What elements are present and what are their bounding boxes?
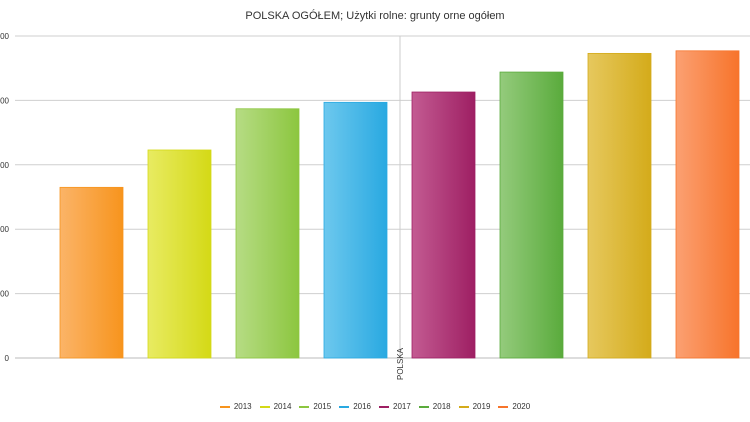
- legend-item-2013[interactable]: 2013: [219, 402, 252, 411]
- legend-label: 2017: [393, 402, 411, 411]
- legend-label: 2020: [512, 402, 531, 411]
- legend-item-2019[interactable]: 2019: [458, 402, 491, 411]
- y-tick-label: 00: [0, 32, 9, 41]
- legend-swatch: [299, 405, 310, 408]
- bar-2015[interactable]: [235, 108, 300, 359]
- legend-item-2020[interactable]: 2020: [498, 402, 530, 411]
- legend-label: 2015: [313, 402, 332, 411]
- bars: [59, 50, 740, 359]
- legend-label: 2013: [233, 402, 252, 411]
- legend-label: 2016: [353, 402, 371, 411]
- bar-2017[interactable]: [411, 91, 476, 359]
- legend-swatch: [259, 405, 270, 408]
- bar-2016[interactable]: [323, 101, 388, 359]
- bar-2014[interactable]: [147, 149, 212, 359]
- bar-2013[interactable]: [59, 186, 124, 359]
- legend-swatch: [219, 405, 230, 408]
- bar-2019[interactable]: [587, 52, 652, 359]
- legend-item-2016[interactable]: 2016: [339, 402, 371, 411]
- y-tick-label: 00: [0, 161, 9, 170]
- legend-item-2018[interactable]: 2018: [418, 402, 451, 411]
- y-tick-label: 00: [0, 96, 9, 105]
- legend: 2013 2014 2015 2016 2017 2018 2019 2020: [0, 402, 750, 411]
- y-tick-label: 00: [0, 290, 9, 299]
- chart-title: POLSKA OGÓŁEM; Użytki rolne: grunty orne…: [245, 10, 505, 22]
- legend-swatch: [498, 405, 509, 408]
- legend-item-2015[interactable]: 2015: [299, 402, 331, 411]
- legend-swatch: [379, 405, 389, 408]
- y-tick-label: 00: [0, 225, 9, 234]
- legend-label: 2014: [273, 402, 292, 411]
- bar-2020[interactable]: [675, 50, 740, 359]
- legend-item-2017[interactable]: 2017: [379, 402, 411, 411]
- x-tick-label: POLSKA: [396, 347, 405, 380]
- legend-label: 2018: [432, 402, 451, 411]
- legend-swatch: [418, 405, 429, 408]
- legend-swatch: [458, 405, 469, 408]
- legend-item-2014[interactable]: 2014: [259, 402, 292, 411]
- legend-swatch: [339, 405, 350, 408]
- bar-2018[interactable]: [499, 71, 564, 359]
- y-tick-label: 0: [5, 354, 10, 363]
- legend-label: 2019: [472, 402, 491, 411]
